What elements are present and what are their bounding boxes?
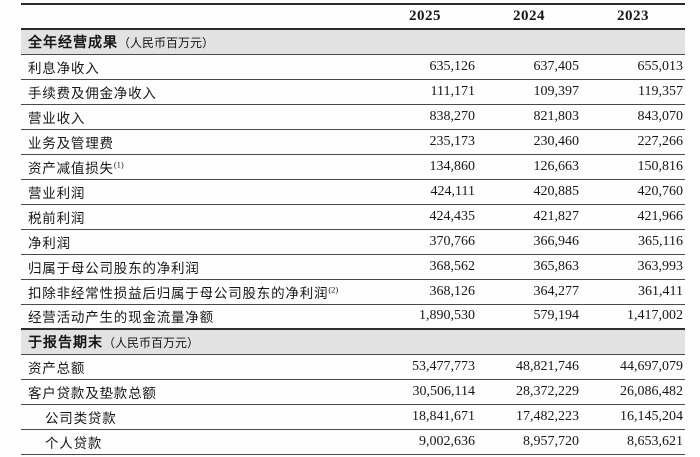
value-2025: 1,890,530 [373,304,477,330]
value-2023: 16,145,204 [581,404,685,430]
value-2024: 28,372,229 [477,379,581,405]
value-2025: 370,766 [373,229,477,255]
col-header-2025: 2025 [373,4,477,30]
table-row: 个人贷款 9,002,636 8,957,720 8,653,621 [21,429,685,455]
value-2025: 53,477,773 [373,354,477,380]
header-corner-cell [21,4,373,30]
value-2025: 235,173 [373,129,477,155]
value-2025: 424,111 [373,179,477,205]
row-label: 扣除非经常性损益后归属于母公司股东的净利润(2) [21,279,373,305]
value-2023: 44,697,079 [581,354,685,380]
value-2024: 421,827 [477,204,581,230]
value-2023: 363,993 [581,254,685,280]
value-2024: 364,277 [477,279,581,305]
row-label: 净利润 [21,229,373,255]
value-2025: 9,002,636 [373,429,477,455]
row-label: 归属于母公司股东的净利润 [21,254,373,280]
table-row: 利息净收入 635,126 637,405 655,013 [21,54,685,80]
value-2024: 230,460 [477,129,581,155]
section-unit-note: （人民币百万元） [118,35,215,50]
value-2023: 1,417,002 [581,304,685,330]
row-label: 手续费及佣金净收入 [21,79,373,105]
value-2024: 17,482,223 [477,404,581,430]
value-2024: 821,803 [477,104,581,130]
value-2023: 365,116 [581,229,685,255]
value-2023: 150,816 [581,154,685,180]
col-header-2023: 2023 [581,4,685,30]
section-title: 于报告期末（人民币百万元） [21,328,685,355]
row-label: 业务及管理费 [21,129,373,155]
financial-summary-table: 2025 2024 2023 全年经营成果（人民币百万元） 利息净收入 635,… [21,3,685,455]
value-2024: 366,946 [477,229,581,255]
value-2025: 635,126 [373,54,477,80]
footnote-marker-2: (2) [328,284,339,294]
table-row: 归属于母公司股东的净利润 368,562 365,863 363,993 [21,254,685,280]
row-label: 资产减值损失(1) [21,154,373,180]
section-title-text: 于报告期末 [28,335,103,351]
section-row-annual-results: 全年经营成果（人民币百万元） [21,28,685,55]
row-label-text: 资产减值损失 [28,160,114,176]
value-2024: 126,663 [477,154,581,180]
value-2024: 365,863 [477,254,581,280]
row-label-indented: 公司类贷款 [21,404,373,430]
col-header-2024: 2024 [477,4,581,30]
value-2023: 420,760 [581,179,685,205]
row-label: 客户贷款及垫款总额 [21,379,373,405]
value-2025: 111,171 [373,79,477,105]
row-label: 资产总额 [21,354,373,380]
value-2024: 48,821,746 [477,354,581,380]
row-label: 营业利润 [21,179,373,205]
value-2023: 26,086,482 [581,379,685,405]
row-label: 税前利润 [21,204,373,230]
financial-table-container: 2025 2024 2023 全年经营成果（人民币百万元） 利息净收入 635,… [21,3,685,455]
row-label: 利息净收入 [21,54,373,80]
table-row: 资产减值损失(1) 134,860 126,663 150,816 [21,154,685,180]
value-2024: 8,957,720 [477,429,581,455]
value-2023: 227,266 [581,129,685,155]
table-row: 业务及管理费 235,173 230,460 227,266 [21,129,685,155]
footnote-marker-1: (1) [113,159,124,169]
row-label: 经营活动产生的现金流量净额 [21,304,373,330]
value-2025: 134,860 [373,154,477,180]
row-label-text: 扣除非经常性损益后归属于母公司股东的净利润 [28,285,329,301]
row-label: 营业收入 [21,104,373,130]
value-2025: 424,435 [373,204,477,230]
value-2025: 368,126 [373,279,477,305]
section-row-period-end: 于报告期末（人民币百万元） [21,328,685,355]
table-row: 经营活动产生的现金流量净额 1,890,530 579,194 1,417,00… [21,304,685,330]
value-2024: 637,405 [477,54,581,80]
section-title-text: 全年经营成果 [28,35,118,51]
year-header-row: 2025 2024 2023 [21,4,685,30]
table-row: 净利润 370,766 366,946 365,116 [21,229,685,255]
value-2025: 18,841,671 [373,404,477,430]
value-2024: 579,194 [477,304,581,330]
section-title: 全年经营成果（人民币百万元） [21,28,685,55]
value-2023: 655,013 [581,54,685,80]
table-row: 客户贷款及垫款总额 30,506,114 28,372,229 26,086,4… [21,379,685,405]
value-2023: 361,411 [581,279,685,305]
table-row: 税前利润 424,435 421,827 421,966 [21,204,685,230]
value-2025: 368,562 [373,254,477,280]
table-row: 手续费及佣金净收入 111,171 109,397 119,357 [21,79,685,105]
value-2024: 109,397 [477,79,581,105]
value-2023: 8,653,621 [581,429,685,455]
table-row: 扣除非经常性损益后归属于母公司股东的净利润(2) 368,126 364,277… [21,279,685,305]
table-row: 公司类贷款 18,841,671 17,482,223 16,145,204 [21,404,685,430]
table-row: 资产总额 53,477,773 48,821,746 44,697,079 [21,354,685,380]
value-2025: 838,270 [373,104,477,130]
value-2023: 843,070 [581,104,685,130]
value-2025: 30,506,114 [373,379,477,405]
row-label-indented: 个人贷款 [21,429,373,455]
value-2023: 421,966 [581,204,685,230]
value-2024: 420,885 [477,179,581,205]
table-row: 营业利润 424,111 420,885 420,760 [21,179,685,205]
table-row: 营业收入 838,270 821,803 843,070 [21,104,685,130]
value-2023: 119,357 [581,79,685,105]
section-unit-note: （人民币百万元） [103,335,200,350]
